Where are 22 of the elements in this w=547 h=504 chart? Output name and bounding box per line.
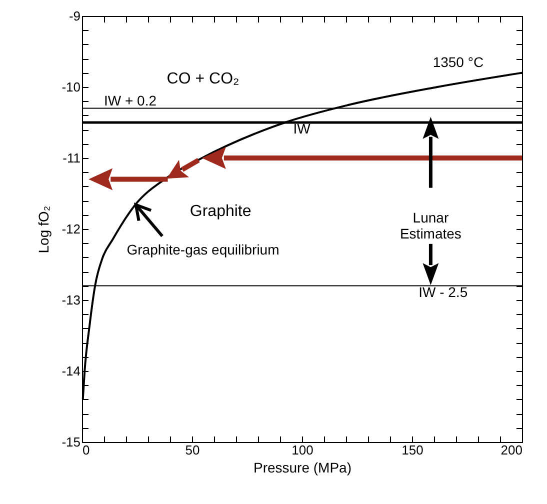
y-tick-label: -13 [62,292,80,308]
y-axis-title: Log fO₂ [36,206,52,254]
ref-line-label: IW + 0.2 [104,92,157,108]
x-tick-label: 200 [500,442,522,458]
annotation: Graphite [190,203,252,220]
x-tick-label: 50 [185,442,200,458]
x-tick-label: 150 [402,442,424,458]
annotation: Graphite-gas equilibrium [126,241,280,258]
x-tick-label: 100 [292,442,314,458]
annotation: CO + CO₂ [166,70,240,88]
y-tick-label: -9 [68,8,80,24]
y-tick-label: -11 [62,150,80,166]
y-tick-label: -10 [62,80,80,94]
y-tick-label: -15 [62,434,80,450]
ref-line-label: IW - 2.5 [418,284,468,300]
annotation: 1350 °C [432,54,484,70]
x-tick-label: 0 [82,442,90,458]
y-tick-label: -14 [62,364,80,378]
annotation: Lunar Estimates [400,209,462,242]
ref-line-label: IW [293,120,312,136]
y-tick-label: -12 [62,222,80,236]
x-axis-title: Pressure (MPa) [253,460,352,476]
